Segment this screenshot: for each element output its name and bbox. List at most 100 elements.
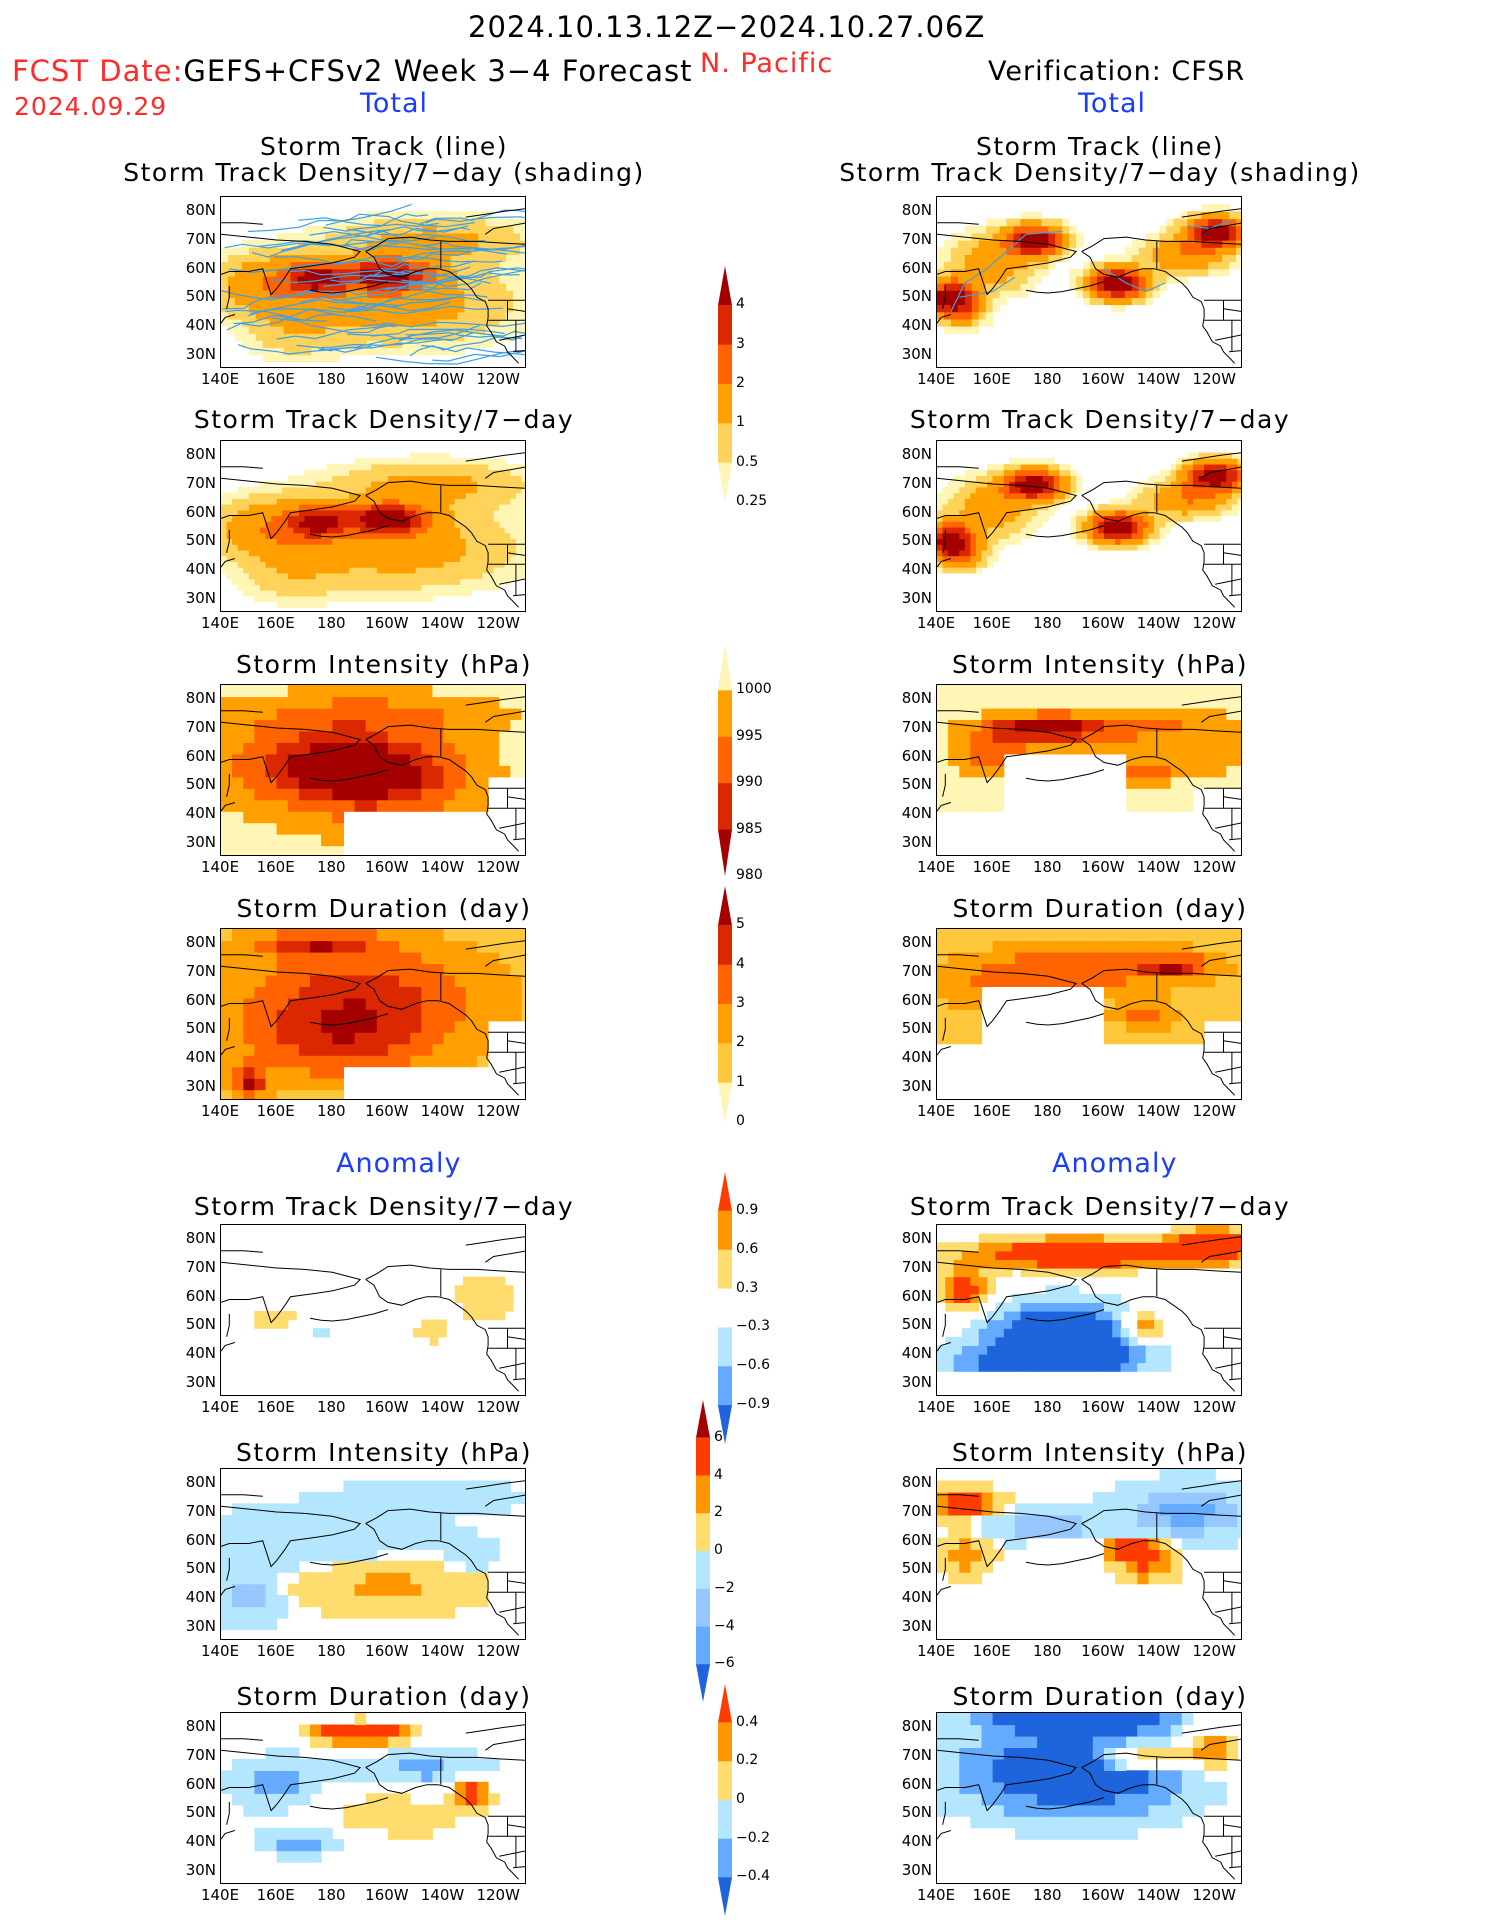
coastline xyxy=(221,1480,525,1636)
colorbar-arrow xyxy=(718,462,732,502)
map-intensity-anom-verification-svg xyxy=(937,1469,1241,1636)
y-tick-label: 70N xyxy=(185,1746,216,1764)
colorbar-tick-label: 0.6 xyxy=(736,1240,759,1257)
coastline xyxy=(221,696,525,852)
x-tick-label: 180 xyxy=(316,1886,346,1904)
y-tick-label: 40N xyxy=(185,1588,216,1606)
x-tick-label: 140W xyxy=(420,858,465,876)
y-tick-label: 70N xyxy=(185,230,216,248)
fcst-label: FCST Date:GEFS+CFSv2 Week 3−4 Forecast xyxy=(12,54,693,88)
y-tick-label: 70N xyxy=(185,718,216,736)
colorbar-tick-label: 985 xyxy=(736,820,763,837)
y-tick-label: 60N xyxy=(901,1286,932,1305)
x-tick-label: 140E xyxy=(200,1886,240,1904)
coastline xyxy=(937,1236,1241,1392)
y-tick-label: 40N xyxy=(185,1048,216,1066)
colorbar-arrow xyxy=(718,886,732,926)
y-tick-label: 80N xyxy=(901,445,932,464)
shaded-field xyxy=(937,1225,1241,1372)
x-tick-label: 140E xyxy=(200,1102,240,1120)
colorbar-arrow xyxy=(696,1400,710,1438)
shaded-field xyxy=(221,452,525,608)
colorbar-segment xyxy=(718,1722,732,1762)
title-intensity-anom-left: Storm Intensity (hPa) xyxy=(236,1438,532,1467)
colorbar-intensity-total xyxy=(718,644,732,876)
colorbar-tick-label: −2 xyxy=(714,1579,735,1596)
colorbar-tick-label: 0.5 xyxy=(736,453,759,470)
x-tick-label: 160E xyxy=(972,1398,1011,1416)
y-tick-label: 80N xyxy=(185,689,216,708)
y-tick-label: 60N xyxy=(185,258,216,277)
map-duration-anom-verification xyxy=(936,1712,1242,1884)
map-intensity-anom-forecast-svg xyxy=(221,1480,525,1636)
y-tick-label: 30N xyxy=(901,344,932,363)
x-tick-label: 180 xyxy=(316,370,346,388)
x-tick-label: 160E xyxy=(972,370,1011,388)
colorbar-segment xyxy=(718,1043,732,1084)
right-section-total: Total xyxy=(1078,88,1147,119)
colorbar-segment xyxy=(718,736,732,784)
colorbar-segment xyxy=(696,1513,710,1552)
x-tick-label: 140W xyxy=(420,1886,465,1904)
colorbar-segment xyxy=(718,305,732,346)
y-tick-label: 40N xyxy=(901,560,932,578)
shaded-field xyxy=(254,1276,514,1346)
x-tick-label: 160W xyxy=(365,614,409,632)
y-tick-label: 30N xyxy=(185,1372,216,1391)
x-tick-label: 120W xyxy=(476,1102,520,1120)
colorbar-duration-total xyxy=(718,886,732,1122)
y-tick-label: 60N xyxy=(901,258,932,277)
y-tick-label: 30N xyxy=(901,832,932,851)
y-tick-label: 80N xyxy=(901,201,932,220)
colorbar-tick-label: −6 xyxy=(714,1655,735,1672)
x-tick-label: 140E xyxy=(200,370,240,388)
y-tick-label: 50N xyxy=(901,775,932,794)
colorbar-tick-label: 4 xyxy=(736,955,745,972)
x-tick-label: 160W xyxy=(1081,1398,1125,1416)
x-tick-label: 180 xyxy=(1032,1886,1062,1904)
colorbar-tick-label: −0.6 xyxy=(736,1357,770,1374)
y-tick-label: 80N xyxy=(901,1229,932,1248)
colorbar-segment xyxy=(718,423,732,464)
y-tick-label: 80N xyxy=(185,1717,216,1736)
map-density-verification xyxy=(936,440,1242,612)
y-tick-label: 60N xyxy=(901,990,932,1009)
colorbar-tick-label: 1 xyxy=(736,414,745,431)
map-intensity-anom-verification xyxy=(936,1468,1242,1640)
y-tick-label: 40N xyxy=(901,804,932,822)
x-tick-label: 140W xyxy=(1136,858,1181,876)
map-density-anom-verification-svg xyxy=(937,1225,1241,1392)
y-tick-label: 40N xyxy=(901,1344,932,1362)
y-tick-label: 40N xyxy=(901,316,932,334)
shaded-field xyxy=(937,929,1241,1045)
y-tick-label: 50N xyxy=(185,1019,216,1038)
x-tick-label: 120W xyxy=(1192,1642,1236,1660)
title-duration-anom-left: Storm Duration (day) xyxy=(236,1682,532,1711)
colorbar-tick-label: 0.9 xyxy=(736,1201,759,1218)
date-range-title: 2024.10.13.12Z−2024.10.27.06Z xyxy=(468,10,986,44)
coastline xyxy=(937,452,1241,608)
x-tick-label: 180 xyxy=(316,858,346,876)
map-duration-anom-forecast xyxy=(220,1712,526,1884)
x-tick-label: 120W xyxy=(1192,858,1236,876)
y-tick-label: 70N xyxy=(901,1258,932,1276)
x-tick-label: 140W xyxy=(420,1102,465,1120)
colorbar-segment xyxy=(718,1366,732,1406)
map-intensity-anom-forecast xyxy=(220,1468,526,1640)
y-tick-label: 30N xyxy=(185,1616,216,1635)
title-track-shading-right: Storm Track Density/7−day (shading) xyxy=(839,158,1361,187)
y-tick-label: 60N xyxy=(185,1530,216,1549)
colorbar-arrow xyxy=(718,1684,732,1723)
title-density-anom-left: Storm Track Density/7−day xyxy=(193,1192,575,1221)
colorbar-segment xyxy=(718,925,732,966)
x-tick-label: 160W xyxy=(1081,858,1125,876)
x-tick-label: 140E xyxy=(916,1102,956,1120)
y-tick-label: 30N xyxy=(185,344,216,363)
title-intensity-left: Storm Intensity (hPa) xyxy=(236,650,532,679)
y-tick-label: 80N xyxy=(901,1473,932,1492)
colorbar-tick-label: 995 xyxy=(736,727,763,744)
map-duration-verification-svg xyxy=(937,929,1241,1096)
colorbar-segment xyxy=(718,1838,732,1878)
y-tick-label: 70N xyxy=(901,474,932,492)
x-tick-label: 160E xyxy=(256,614,295,632)
